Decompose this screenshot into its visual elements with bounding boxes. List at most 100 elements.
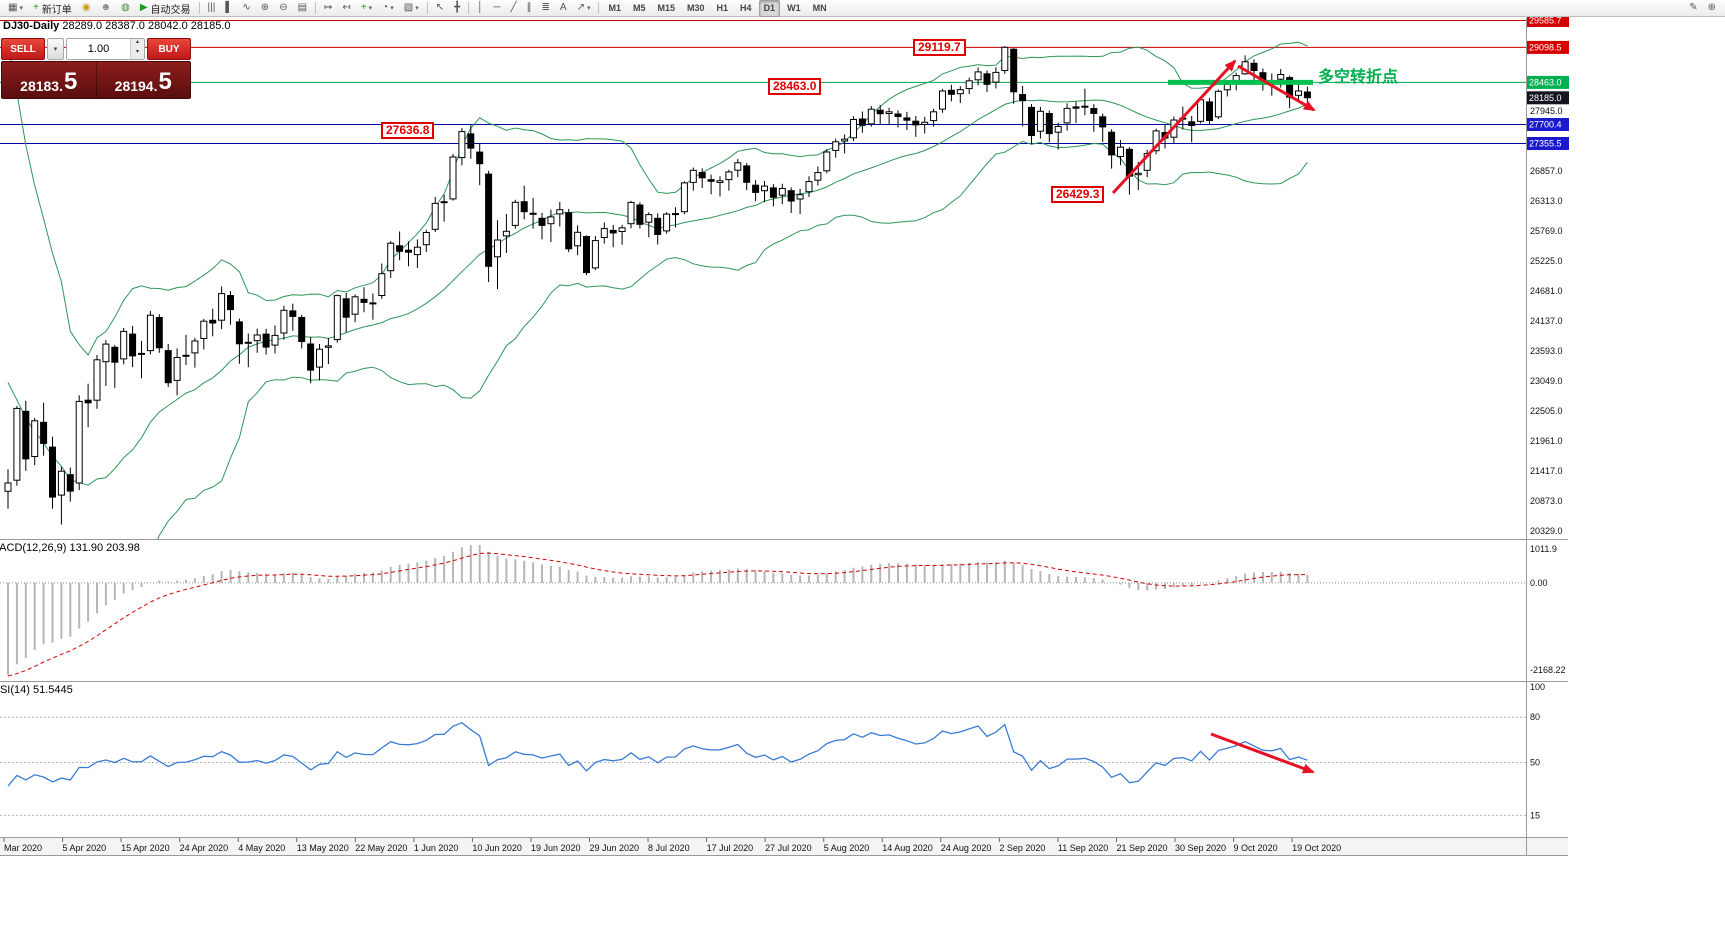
auto-scroll-button[interactable]: ↦ bbox=[320, 0, 336, 17]
trend-arrow-3[interactable] bbox=[1210, 732, 1315, 774]
edit-icon-button[interactable]: ✎ bbox=[1685, 0, 1701, 17]
bar-chart-button[interactable]: ||| bbox=[204, 0, 220, 17]
chart-text-annotation[interactable]: 多空转折点 bbox=[1318, 69, 1399, 86]
volume-up-button[interactable]: ▴ bbox=[131, 39, 144, 49]
new-order-button[interactable]: + 新订单 bbox=[29, 0, 76, 17]
tf-m1-button[interactable]: M1 bbox=[608, 3, 621, 13]
community-icon: ☻ bbox=[100, 2, 112, 13]
svg-text:22505.0: 22505.0 bbox=[1530, 406, 1563, 416]
svg-text:17 Jul 2020: 17 Jul 2020 bbox=[707, 843, 754, 853]
svg-text:30 Sep 2020: 30 Sep 2020 bbox=[1175, 843, 1226, 853]
zoom-in-button[interactable]: ⊕ bbox=[257, 0, 273, 17]
volume-input[interactable] bbox=[67, 39, 130, 59]
rsi-line bbox=[7, 721, 1308, 787]
time-axis-strip[interactable] bbox=[0, 838, 1568, 856]
new-order-icon: + bbox=[32, 2, 39, 13]
tf-d1-button[interactable]: D1 bbox=[758, 0, 781, 17]
indicators-button[interactable]: + ▾ bbox=[357, 0, 376, 17]
line-chart-icon: ∿ bbox=[242, 2, 251, 13]
channel-button[interactable]: ∥ bbox=[523, 0, 536, 17]
web-terminal-button[interactable]: ◍ bbox=[117, 0, 134, 17]
svg-text:15 Apr 2020: 15 Apr 2020 bbox=[121, 843, 170, 853]
candlestick-chart-button[interactable]: ▌ bbox=[221, 0, 236, 17]
sell-price-big: 5 bbox=[63, 68, 78, 95]
tile-windows-button[interactable]: ▤ bbox=[294, 0, 311, 17]
sell-price-main: 28183. bbox=[20, 78, 63, 94]
zoom-out-button[interactable]: ⊖ bbox=[275, 0, 291, 17]
volume-down-button[interactable]: ▾ bbox=[131, 49, 144, 59]
crosshair-button[interactable]: ╋ bbox=[450, 0, 464, 17]
trendline-icon: ╱ bbox=[510, 2, 517, 13]
market-watch-button[interactable]: ◉ bbox=[78, 0, 95, 17]
tile-windows-icon: ▤ bbox=[297, 2, 308, 13]
auto-scroll-icon: ↦ bbox=[324, 2, 333, 13]
symbol-period-label: DJ30-Daily bbox=[3, 20, 60, 32]
svg-text:25225.0: 25225.0 bbox=[1530, 256, 1563, 266]
arrows-button[interactable]: ↗ ▾ bbox=[573, 0, 595, 17]
tf-h4-button[interactable]: H4 bbox=[740, 3, 752, 13]
svg-text:Mar 2020: Mar 2020 bbox=[4, 843, 42, 853]
tf-m5-button[interactable]: M5 bbox=[632, 3, 646, 13]
rsi-panel bbox=[0, 716, 1526, 816]
svg-text:0.00: 0.00 bbox=[1530, 578, 1548, 588]
svg-text:5 Apr 2020: 5 Apr 2020 bbox=[63, 843, 107, 853]
tf-mn-button[interactable]: MN bbox=[812, 3, 827, 13]
price-annotation-box[interactable]: 28463.0 bbox=[768, 78, 822, 95]
svg-text:27 Jul 2020: 27 Jul 2020 bbox=[765, 843, 812, 853]
rsi-indicator-label: RSI(14) 51.5445 bbox=[0, 684, 73, 696]
chart-shift-button[interactable]: ↤ bbox=[338, 0, 354, 17]
tf-h1-button[interactable]: H1 bbox=[716, 3, 729, 13]
autotrading-icon: ▶ bbox=[139, 2, 148, 13]
svg-text:26857.0: 26857.0 bbox=[1530, 166, 1563, 176]
price-annotation-box[interactable]: 27636.8 bbox=[381, 122, 435, 139]
cursor-button[interactable]: ↖ bbox=[432, 0, 448, 17]
line-chart-button[interactable]: ∿ bbox=[238, 0, 254, 17]
price-annotation-box[interactable]: 26429.3 bbox=[1051, 186, 1105, 203]
vertical-line-button[interactable]: │ bbox=[473, 0, 487, 17]
sell-button[interactable]: SELL bbox=[1, 38, 45, 60]
tf-w1-button[interactable]: W1 bbox=[787, 3, 801, 13]
bollinger-upper-band bbox=[7, 41, 1308, 356]
search-icon-button[interactable]: ⊕ bbox=[1704, 0, 1720, 17]
chart-shift-icon: ↤ bbox=[342, 2, 351, 13]
community-button[interactable]: ☻ bbox=[97, 0, 116, 17]
svg-text:13 May 2020: 13 May 2020 bbox=[297, 843, 349, 853]
market-watch-icon: ◉ bbox=[81, 2, 91, 13]
svg-text:22 May 2020: 22 May 2020 bbox=[355, 843, 407, 853]
autotrading-button[interactable]: ▶ 自动交易 bbox=[136, 0, 195, 17]
bollinger-lower-band bbox=[157, 140, 1308, 539]
candlesticks bbox=[4, 46, 1311, 525]
svg-text:26313.0: 26313.0 bbox=[1530, 196, 1563, 206]
fibonacci-button[interactable]: ≣ bbox=[538, 0, 554, 17]
horizontal-line-icon: ─ bbox=[493, 2, 501, 13]
new-chart-button[interactable]: ▦ ▾ bbox=[4, 0, 27, 17]
volume-spinner: ▴ ▾ bbox=[130, 39, 144, 59]
chevron-down-icon: ▾ bbox=[415, 5, 419, 12]
templates-button[interactable]: ▨ ▾ bbox=[400, 0, 423, 17]
order-type-dropdown[interactable]: ▾ bbox=[47, 38, 64, 60]
trendline-button[interactable]: ╱ bbox=[506, 0, 520, 17]
candlestick-chart-icon: ▌ bbox=[225, 2, 233, 13]
trend-arrow-2[interactable] bbox=[1237, 64, 1316, 112]
svg-text:4 May 2020: 4 May 2020 bbox=[238, 843, 285, 853]
text-button[interactable]: A bbox=[556, 0, 571, 17]
svg-text:21961.0: 21961.0 bbox=[1530, 436, 1563, 446]
tf-m15-button[interactable]: M15 bbox=[657, 3, 676, 13]
periods-button[interactable]: ◔ ▾ bbox=[378, 0, 398, 17]
chevron-down-icon: ▾ bbox=[586, 5, 591, 12]
svg-text:9 Oct 2020: 9 Oct 2020 bbox=[1234, 843, 1278, 853]
trend-arrow-1[interactable] bbox=[1111, 59, 1237, 195]
buy-button[interactable]: BUY bbox=[147, 38, 191, 60]
svg-text:100: 100 bbox=[1530, 682, 1545, 692]
one-click-trading-panel: SELL ▾ ▴ ▾ BUY 28183. 5 28194. 5 bbox=[1, 38, 191, 99]
svg-text:19 Jun 2020: 19 Jun 2020 bbox=[531, 843, 581, 853]
toolbar-button-label: 自动交易 bbox=[150, 4, 191, 16]
horizontal-line-button[interactable]: ─ bbox=[489, 0, 504, 17]
price-annotation-box[interactable]: 29119.7 bbox=[913, 39, 966, 56]
buy-price-main: 28194. bbox=[114, 78, 158, 94]
buy-price-big: 5 bbox=[158, 68, 172, 95]
svg-text:-2168.22: -2168.22 bbox=[1530, 665, 1566, 675]
tf-m30-button[interactable]: M30 bbox=[687, 3, 705, 13]
svg-text:2 Sep 2020: 2 Sep 2020 bbox=[999, 843, 1045, 853]
